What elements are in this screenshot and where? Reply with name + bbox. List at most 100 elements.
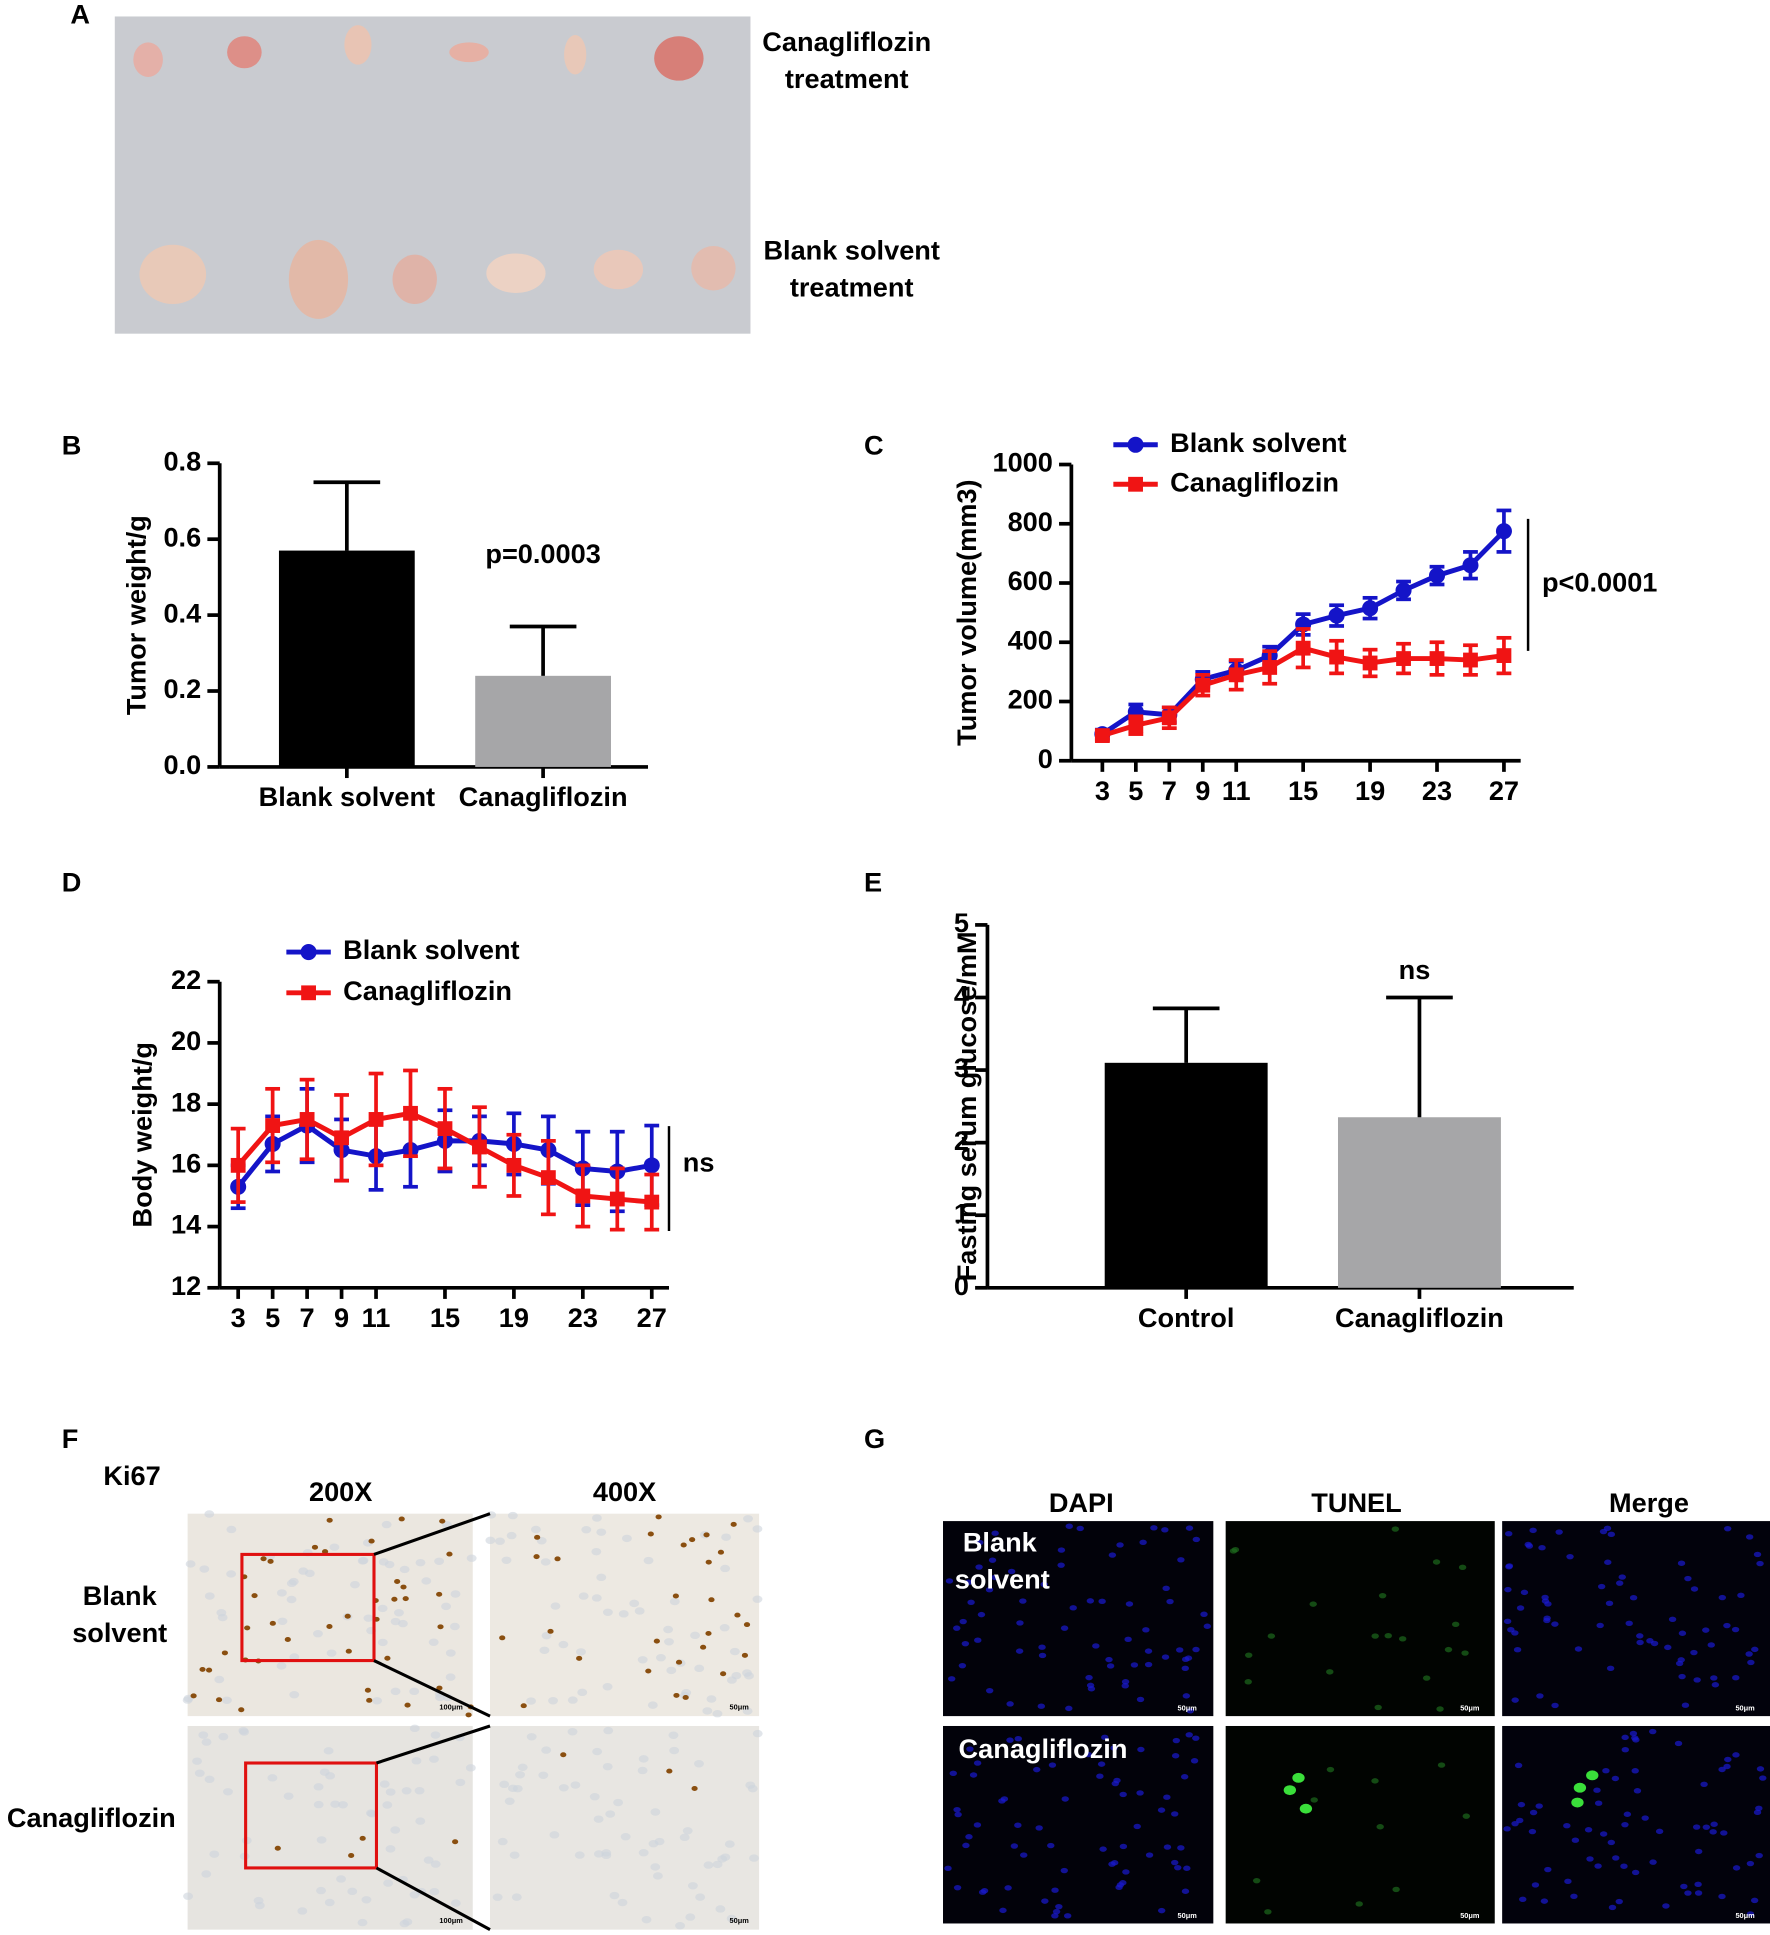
nucleus — [1753, 1809, 1762, 1816]
nucleus — [1444, 1646, 1453, 1653]
cell — [450, 1590, 461, 1598]
nucleus — [1503, 1826, 1511, 1832]
stained-nucleus — [653, 1638, 660, 1644]
cell — [591, 1547, 602, 1556]
row-label: Canagliflozin — [7, 1802, 176, 1833]
nucleus — [1177, 1557, 1185, 1563]
x-tick-label: 7 — [300, 1302, 315, 1333]
nucleus — [1636, 1633, 1644, 1639]
cell — [409, 1687, 420, 1696]
tumor — [392, 254, 437, 305]
nucleus — [1755, 1852, 1763, 1859]
data-point — [1496, 648, 1512, 663]
nucleus — [1702, 1824, 1711, 1830]
cell — [350, 1580, 360, 1589]
cell — [497, 1837, 508, 1846]
nucleus — [1594, 1800, 1603, 1806]
stained-nucleus — [672, 1593, 679, 1599]
x-tick-label: 15 — [1288, 775, 1318, 806]
nucleus — [1086, 1598, 1095, 1604]
nucleus — [1006, 1701, 1014, 1707]
cell — [429, 1887, 440, 1896]
nucleus — [1157, 1807, 1166, 1813]
nucleus — [1185, 1732, 1193, 1738]
stained-nucleus — [348, 1853, 355, 1858]
cell — [330, 1800, 341, 1808]
nucleus — [1186, 1708, 1194, 1714]
data-point — [1463, 652, 1478, 668]
nucleus — [1540, 1898, 1549, 1904]
nucleus — [1384, 1632, 1392, 1639]
cell — [507, 1511, 518, 1520]
nucleus — [1604, 1559, 1612, 1565]
cell — [719, 1624, 730, 1632]
nucleus — [1051, 1913, 1059, 1919]
legend-marker — [1127, 436, 1144, 453]
x-tick-label: 7 — [1162, 775, 1177, 806]
cell — [385, 1845, 396, 1853]
cell — [654, 1837, 665, 1846]
nucleus — [1746, 1911, 1755, 1917]
nucleus — [1607, 1531, 1616, 1538]
nucleus — [1694, 1881, 1702, 1888]
nucleus — [1245, 1652, 1253, 1658]
cell — [702, 1707, 713, 1715]
stained-nucleus — [364, 1687, 372, 1693]
y-tick-label: 0.0 — [163, 749, 201, 780]
nucleus — [1503, 1618, 1512, 1625]
nucleus — [1718, 1766, 1726, 1773]
data-point — [1094, 728, 1110, 743]
nucleus — [1326, 1766, 1335, 1773]
nucleus — [985, 1586, 994, 1593]
column-label: Merge — [1609, 1487, 1689, 1518]
nucleus — [1668, 1616, 1677, 1622]
cell — [526, 1697, 536, 1705]
nucleus — [1326, 1669, 1334, 1675]
data-point — [1428, 567, 1446, 584]
nucleus — [1229, 1548, 1238, 1554]
nucleus — [1458, 1564, 1467, 1571]
data-point — [644, 1194, 660, 1210]
zoom-line — [375, 1866, 491, 1931]
stained-nucleus — [720, 1671, 727, 1677]
nucleus — [1099, 1846, 1107, 1852]
cell — [591, 1594, 602, 1602]
cell — [363, 1614, 374, 1622]
nucleus — [1631, 1869, 1640, 1876]
stained-nucleus — [547, 1628, 554, 1634]
nucleus — [1646, 1638, 1654, 1644]
data-point — [506, 1157, 522, 1173]
legend-label: Blank solvent — [1170, 427, 1346, 458]
cell — [643, 1556, 654, 1565]
cell — [445, 1649, 456, 1657]
data-point — [368, 1112, 384, 1127]
nucleus — [1707, 1642, 1715, 1648]
nucleus — [1398, 1636, 1407, 1642]
nucleus — [1678, 1630, 1687, 1636]
cell — [223, 1788, 233, 1796]
cell — [637, 1766, 648, 1775]
tumor — [288, 239, 349, 319]
cell — [613, 1798, 624, 1807]
nucleus — [1133, 1823, 1141, 1830]
stained-nucleus — [391, 1596, 398, 1602]
cell — [694, 1760, 704, 1768]
cell — [329, 1543, 340, 1551]
cell — [526, 1733, 537, 1741]
nucleus — [1065, 1523, 1073, 1529]
cell — [721, 1533, 732, 1541]
nucleus — [1040, 1581, 1048, 1588]
stained-nucleus — [269, 1620, 276, 1626]
nucleus — [1101, 1734, 1109, 1741]
micrograph — [490, 1725, 760, 1930]
stained-nucleus — [655, 1514, 662, 1520]
nucleus — [1690, 1649, 1698, 1656]
row-label: solvent — [955, 1564, 1050, 1595]
cell — [509, 1851, 520, 1859]
nucleus — [959, 1618, 967, 1625]
y-tick-label: 4 — [954, 980, 969, 1011]
stained-nucleus — [666, 1768, 673, 1774]
nucleus — [1076, 1525, 1084, 1532]
cell — [336, 1875, 347, 1883]
cell — [194, 1769, 205, 1777]
